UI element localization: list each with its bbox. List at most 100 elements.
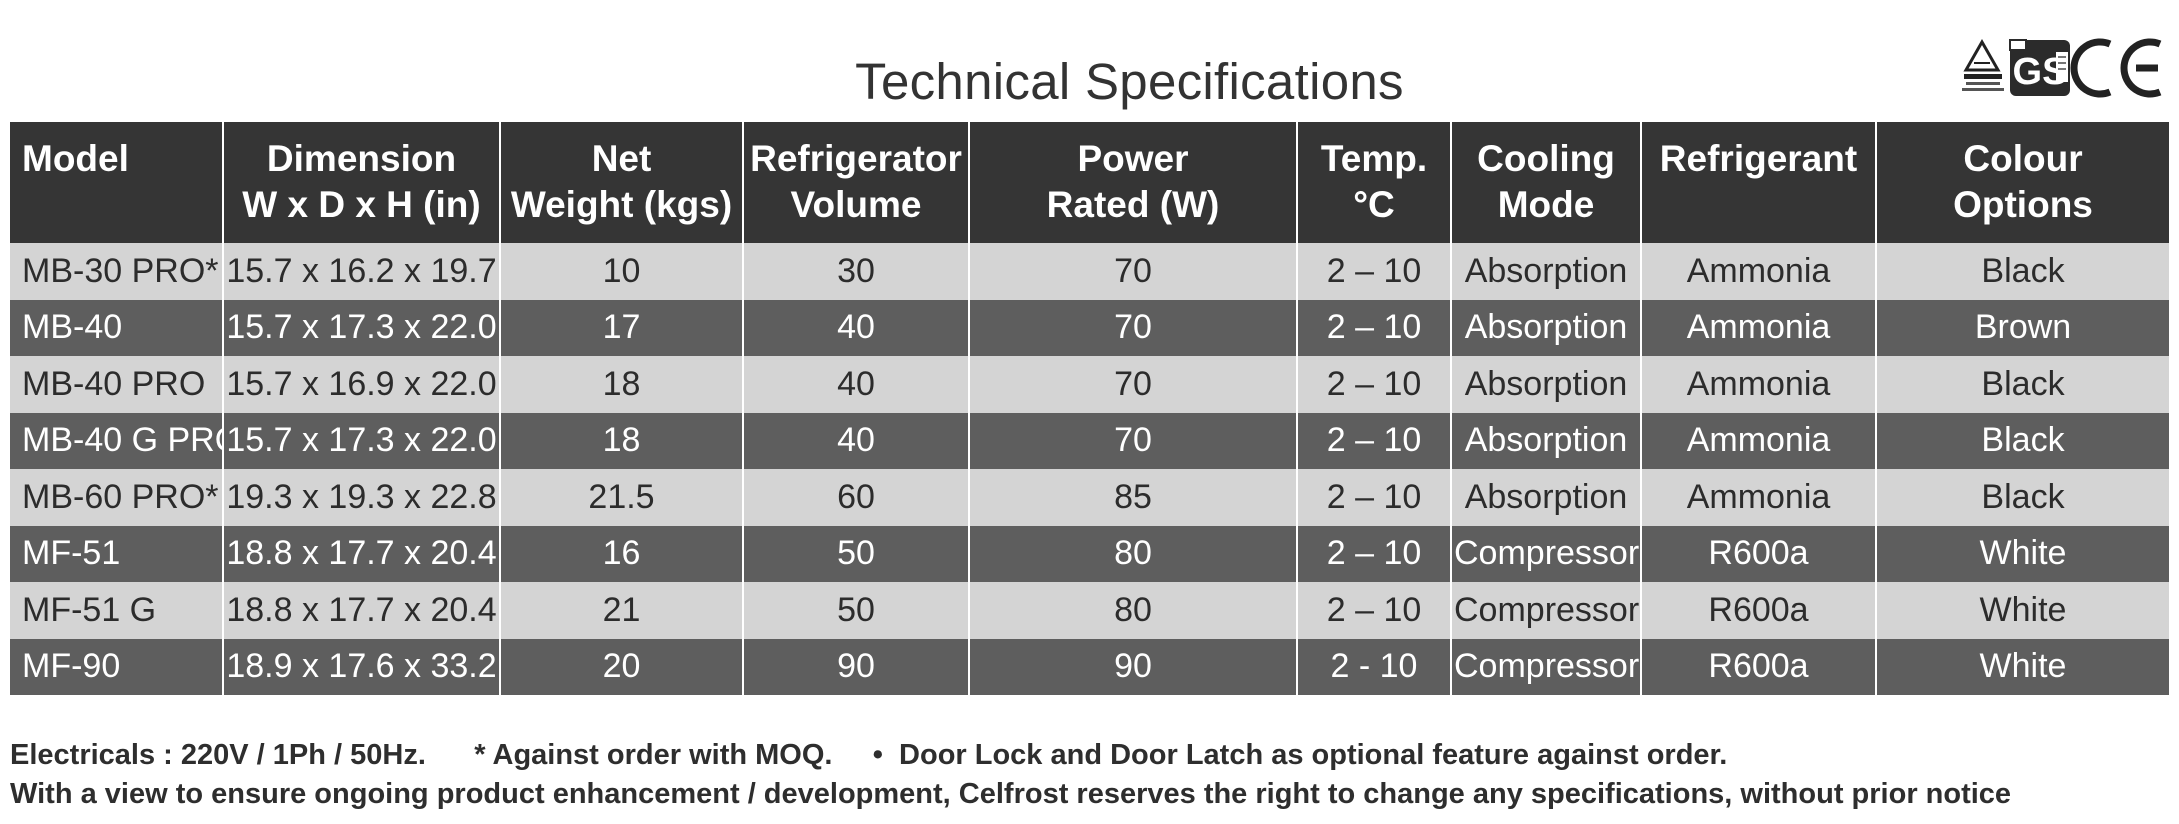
cell-dimension: 18.8 x 17.7 x 20.4 — [222, 582, 500, 639]
cell-cooling-mode: Absorption — [1450, 243, 1641, 300]
cell-volume: 40 — [742, 299, 969, 356]
header-colour-options: Colour Options — [1875, 122, 2169, 243]
cell-power: 85 — [968, 469, 1297, 526]
cell-net-weight: 16 — [499, 525, 743, 582]
cell-power: 70 — [968, 243, 1297, 300]
table-row: MB-40 15.7 x 17.3 x 22.0 17 40 70 2 – 10 Absor… — [10, 299, 2169, 356]
cell-refrigerant: Ammonia — [1640, 356, 1876, 413]
cell-colour: Brown — [1875, 299, 2169, 356]
cell-temp: 2 – 10 — [1296, 412, 1451, 469]
cell-refrigerant: R600a — [1640, 525, 1876, 582]
header-volume: Refrigerator Volume — [742, 122, 969, 243]
table-row: MB-40 PRO 15.7 x 16.9 x 22.0 18 40 70 2 – 10 A… — [10, 356, 2169, 413]
cell-volume: 40 — [742, 356, 969, 413]
specifications-table: Model Dimension W x D x H (in) Net Weight … — [10, 122, 2169, 695]
cell-temp: 2 – 10 — [1296, 582, 1451, 639]
header-refrigerant: Refrigerant — [1640, 122, 1876, 243]
table-row: MF-51 G 18.8 x 17.7 x 20.4 21 50 80 2 – 10 Com… — [10, 582, 2169, 639]
cell-dimension: 15.7 x 16.9 x 22.0 — [222, 356, 500, 413]
cell-cooling-mode: Absorption — [1450, 299, 1641, 356]
note-moq: * Against order with MOQ. — [474, 739, 833, 771]
cell-dimension: 18.9 x 17.6 x 33.2 — [222, 638, 500, 695]
cell-dimension: 18.8 x 17.7 x 20.4 — [222, 525, 500, 582]
cell-net-weight: 21.5 — [499, 469, 743, 526]
header-temp: Temp. °C — [1296, 122, 1451, 243]
cell-cooling-mode: Compressor — [1450, 525, 1641, 582]
cell-cooling-mode: Absorption — [1450, 469, 1641, 526]
cell-net-weight: 20 — [499, 638, 743, 695]
cell-temp: 2 – 10 — [1296, 469, 1451, 526]
cell-power: 70 — [968, 356, 1297, 413]
header-power: Power Rated (W) — [968, 122, 1297, 243]
cell-model: MB-40 PRO — [10, 356, 223, 413]
cell-model: MB-40 — [10, 299, 223, 356]
cell-net-weight: 18 — [499, 412, 743, 469]
cell-model: MF-51 — [10, 525, 223, 582]
tuv-rheinland-icon — [1962, 38, 2004, 91]
cell-volume: 40 — [742, 412, 969, 469]
cell-refrigerant: Ammonia — [1640, 469, 1876, 526]
cell-net-weight: 21 — [499, 582, 743, 639]
cell-volume: 30 — [742, 243, 969, 300]
cell-volume: 50 — [742, 525, 969, 582]
cell-volume: 60 — [742, 469, 969, 526]
cell-refrigerant: R600a — [1640, 582, 1876, 639]
cell-model: MB-30 PRO* — [10, 243, 223, 300]
cell-temp: 2 – 10 — [1296, 299, 1451, 356]
cell-power: 70 — [968, 412, 1297, 469]
cell-cooling-mode: Compressor — [1450, 638, 1641, 695]
cell-volume: 90 — [742, 638, 969, 695]
cell-temp: 2 – 10 — [1296, 356, 1451, 413]
cell-colour: White — [1875, 525, 2169, 582]
header-cooling-mode: Cooling Mode — [1450, 122, 1641, 243]
cell-temp: 2 – 10 — [1296, 525, 1451, 582]
cell-dimension: 19.3 x 19.3 x 22.8 — [222, 469, 500, 526]
table-row: MB-40 G PRO 15.7 x 17.3 x 22.0 18 40 70 2 – 1… — [10, 412, 2169, 469]
cell-colour: Black — [1875, 469, 2169, 526]
cell-model: MB-60 PRO* — [10, 469, 223, 526]
cell-net-weight: 10 — [499, 243, 743, 300]
table-row: MB-60 PRO* 19.3 x 19.3 x 22.8 21.5 60 85 2 – … — [10, 469, 2169, 526]
cell-power: 70 — [968, 299, 1297, 356]
cell-model: MF-90 — [10, 638, 223, 695]
note-electricals: Electricals : 220V / 1Ph / 50Hz. — [10, 739, 426, 771]
footnotes: Electricals : 220V / 1Ph / 50Hz. * Again… — [10, 736, 2011, 814]
page-title: Technical Specifications — [855, 53, 1404, 110]
cell-volume: 50 — [742, 582, 969, 639]
cell-refrigerant: R600a — [1640, 638, 1876, 695]
cell-power: 80 — [968, 525, 1297, 582]
ce-mark-icon — [2070, 38, 2162, 98]
note-disclaimer: With a view to ensure ongoing product en… — [10, 778, 2012, 810]
cell-dimension: 15.7 x 17.3 x 22.0 — [222, 412, 500, 469]
header-model: Model — [10, 122, 223, 243]
cell-net-weight: 17 — [499, 299, 743, 356]
certification-logos: GS — [1962, 38, 2162, 98]
cell-temp: 2 – 10 — [1296, 243, 1451, 300]
cell-colour: Black — [1875, 412, 2169, 469]
note-door-lock: • Door Lock and Door Latch as optional f… — [872, 739, 1728, 771]
header-dimension: Dimension W x D x H (in) — [222, 122, 500, 243]
cell-colour: White — [1875, 638, 2169, 695]
cell-model: MB-40 G PRO — [10, 412, 223, 469]
table-row: MF-51 18.8 x 17.7 x 20.4 16 50 80 2 – 10 Compr… — [10, 525, 2169, 582]
table-row: MF-90 18.9 x 17.6 x 33.2 20 90 90 2 - 10 Compr… — [10, 638, 2169, 695]
cell-dimension: 15.7 x 17.3 x 22.0 — [222, 299, 500, 356]
header-net-weight: Net Weight (kgs) — [499, 122, 743, 243]
cell-colour: White — [1875, 582, 2169, 639]
cell-dimension: 15.7 x 16.2 x 19.7 — [222, 243, 500, 300]
cell-net-weight: 18 — [499, 356, 743, 413]
cell-refrigerant: Ammonia — [1640, 299, 1876, 356]
cell-refrigerant: Ammonia — [1640, 243, 1876, 300]
gs-mark-icon: GS — [2009, 39, 2070, 96]
cell-cooling-mode: Compressor — [1450, 582, 1641, 639]
cell-cooling-mode: Absorption — [1450, 412, 1641, 469]
cell-colour: Black — [1875, 356, 2169, 413]
cell-colour: Black — [1875, 243, 2169, 300]
cell-model: MF-51 G — [10, 582, 223, 639]
cell-refrigerant: Ammonia — [1640, 412, 1876, 469]
cell-power: 90 — [968, 638, 1297, 695]
table-header-row: Model Dimension W x D x H (in) Net Weight … — [10, 122, 2169, 243]
table-row: MB-30 PRO* 15.7 x 16.2 x 19.7 10 30 70 2 – 10… — [10, 243, 2169, 300]
cell-temp: 2 - 10 — [1296, 638, 1451, 695]
cell-power: 80 — [968, 582, 1297, 639]
